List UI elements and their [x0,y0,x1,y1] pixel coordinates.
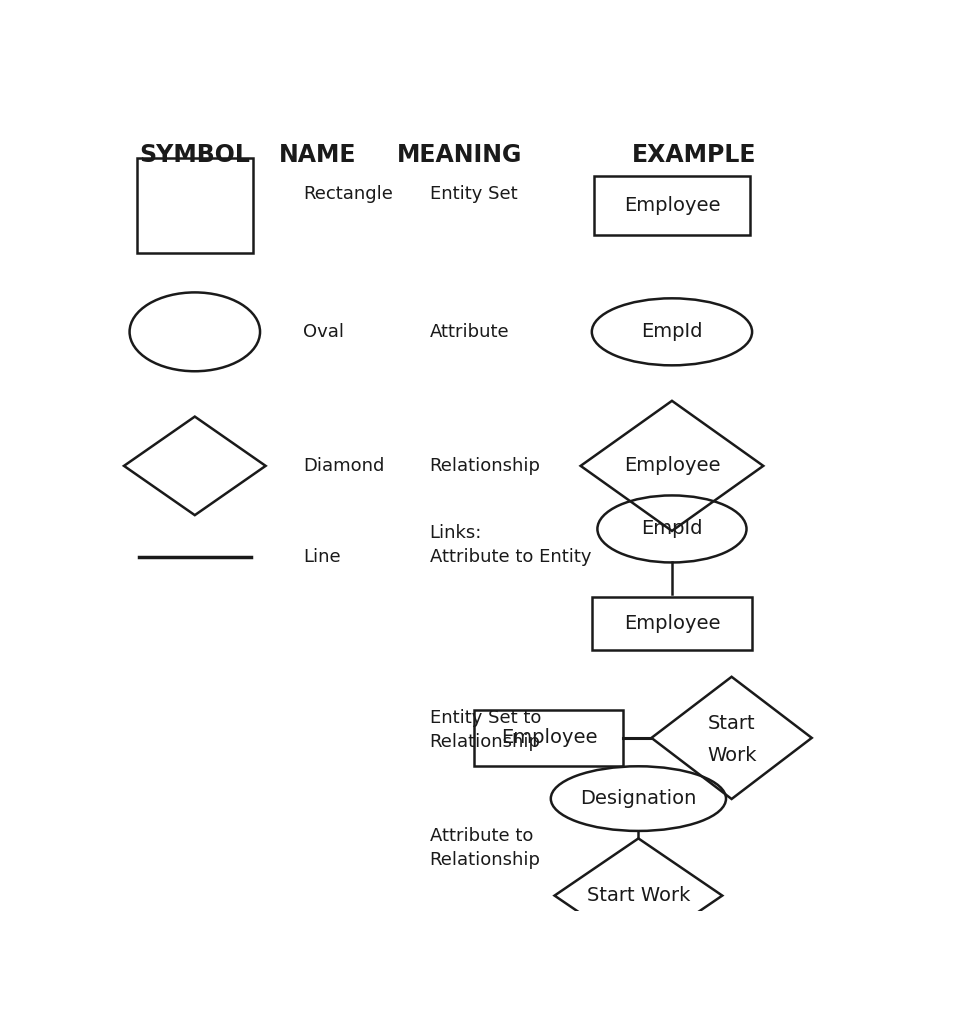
Text: Work: Work [706,745,755,765]
Text: Diamond: Diamond [303,457,383,475]
Text: MEANING: MEANING [396,142,522,167]
Text: Employee: Employee [500,728,597,748]
Text: EXAMPLE: EXAMPLE [631,142,755,167]
Text: Line: Line [303,548,340,565]
Text: Designation: Designation [579,790,696,808]
Text: Entity Set to
Relationship: Entity Set to Relationship [430,710,540,751]
Text: EmpId: EmpId [641,323,702,341]
Text: SYMBOL: SYMBOL [139,142,250,167]
Text: Employee: Employee [623,614,720,633]
Text: Employee: Employee [623,457,720,475]
Text: Attribute: Attribute [430,323,508,341]
Text: Links:
Attribute to Entity: Links: Attribute to Entity [430,524,591,565]
Text: Start: Start [707,714,754,733]
Text: Entity Set: Entity Set [430,185,517,203]
Text: Relationship: Relationship [430,457,540,475]
Text: EmpId: EmpId [641,519,702,539]
Text: NAME: NAME [279,142,357,167]
Text: Employee: Employee [623,197,720,215]
Text: Start Work: Start Work [586,886,689,905]
Text: Oval: Oval [303,323,343,341]
Text: Attribute to
Relationship: Attribute to Relationship [430,827,540,869]
Text: Rectangle: Rectangle [303,185,392,203]
